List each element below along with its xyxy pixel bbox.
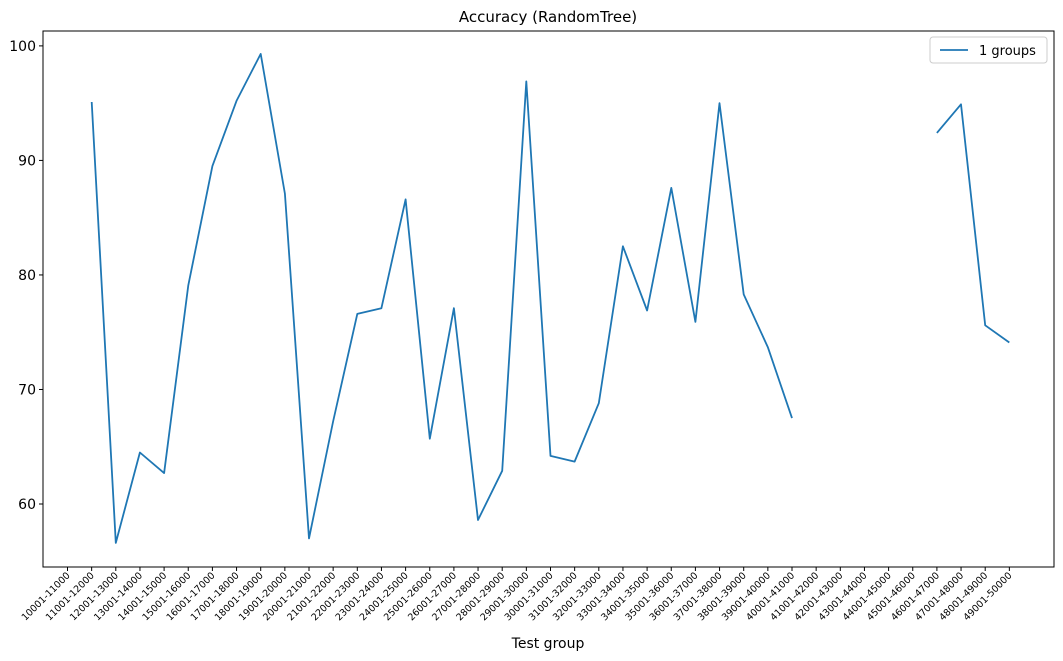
chart-title: Accuracy (RandomTree) bbox=[459, 8, 637, 26]
plot-lines bbox=[90, 53, 1010, 544]
y-tick-label: 80 bbox=[18, 268, 36, 284]
y-tick-label: 60 bbox=[18, 497, 36, 513]
x-axis-label: Test group bbox=[511, 636, 585, 652]
y-tick-label: 90 bbox=[18, 153, 36, 169]
y-tick-label: 100 bbox=[9, 39, 36, 55]
series-line-segment bbox=[936, 103, 1010, 344]
legend: 1 groups bbox=[929, 36, 1048, 64]
legend-label: 1 groups bbox=[979, 44, 1036, 59]
y-axis: 60 70 80 90 100 bbox=[9, 39, 43, 513]
x-axis: 10001-1100011001-1200012001-1300013001-1… bbox=[20, 567, 1014, 623]
y-tick-label: 70 bbox=[18, 382, 36, 398]
series-line-segment bbox=[90, 53, 793, 544]
legend-box bbox=[929, 36, 1048, 64]
plot-frame bbox=[42, 30, 1055, 568]
